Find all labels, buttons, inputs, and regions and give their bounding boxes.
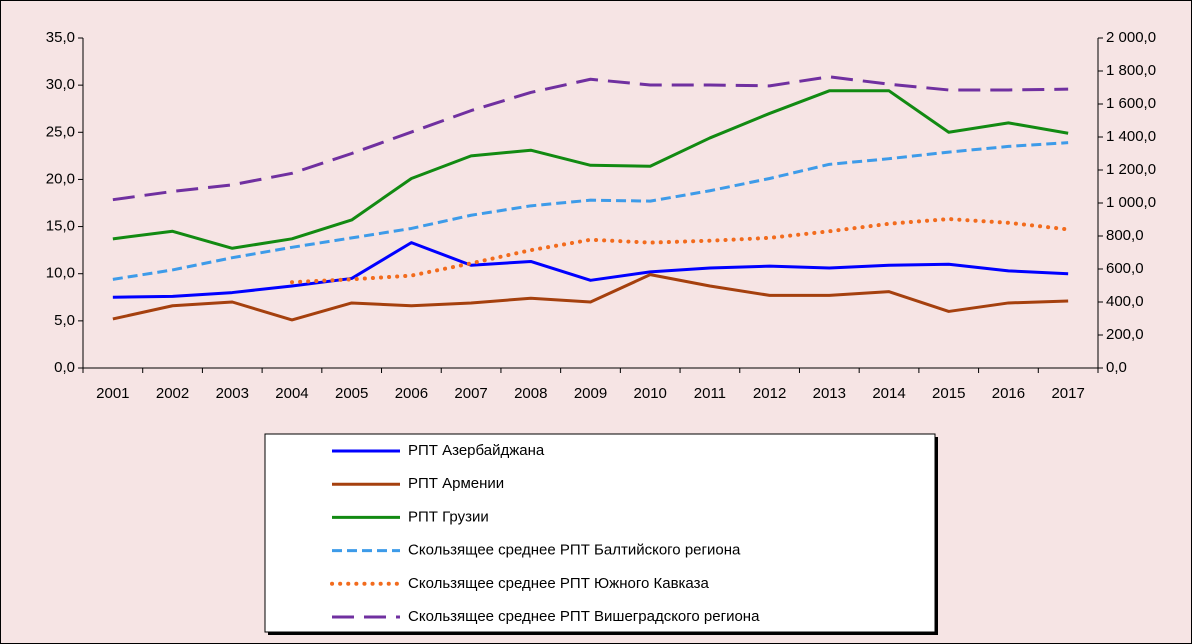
x-tick-label: 2015	[932, 385, 965, 402]
y2-tick-label: 600,0	[1106, 260, 1144, 277]
y-tick-label: 35,0	[46, 29, 75, 46]
legend-shadow	[268, 632, 938, 635]
y2-tick-label: 1 600,0	[1106, 95, 1156, 112]
y2-tick-label: 1 400,0	[1106, 128, 1156, 145]
x-tick-label: 2006	[395, 385, 428, 402]
x-tick-label: 2016	[992, 385, 1025, 402]
legend-label: РПТ Грузии	[408, 508, 489, 525]
y-tick-label: 25,0	[46, 123, 75, 140]
y2-tick-label: 200,0	[1106, 326, 1144, 343]
legend-box	[264, 433, 936, 633]
x-tick-label: 2014	[872, 385, 905, 402]
y2-tick-label: 1 800,0	[1106, 62, 1156, 79]
y-tick-label: 0,0	[54, 359, 75, 376]
series-line	[112, 273, 1069, 322]
legend-label: Скользящее среднее РПТ Балтийского регио…	[408, 542, 741, 559]
x-tick-label: 2004	[275, 385, 308, 402]
series-line	[112, 89, 1069, 250]
y-tick-label: 10,0	[46, 265, 75, 282]
x-tick-label: 2001	[96, 385, 129, 402]
x-tick-label: 2008	[514, 385, 547, 402]
x-tick-label: 2013	[813, 385, 846, 402]
y2-tick-label: 1 000,0	[1106, 194, 1156, 211]
y-tick-label: 20,0	[46, 170, 75, 187]
x-tick-label: 2011	[694, 385, 726, 402]
y2-tick-label: 0,0	[1106, 359, 1127, 376]
x-tick-label: 2010	[634, 385, 667, 402]
x-tick-label: 2003	[216, 385, 249, 402]
legend-label: Скользящее среднее РПТ Вишеградского рег…	[408, 608, 760, 625]
legend-label: РПТ Азербайджана	[408, 442, 545, 459]
x-tick-label: 2005	[335, 385, 368, 402]
y2-tick-label: 800,0	[1106, 227, 1144, 244]
legend-label: РПТ Армении	[408, 475, 504, 492]
y2-tick-label: 1 200,0	[1106, 161, 1156, 178]
x-tick-label: 2007	[454, 385, 487, 402]
series-line	[112, 241, 1069, 299]
y2-tick-label: 400,0	[1106, 293, 1144, 310]
legend-label: Скользящее среднее РПТ Южного Кавказа	[408, 575, 709, 592]
x-tick-label: 2012	[753, 385, 786, 402]
series-line	[112, 75, 1069, 202]
y2-tick-label: 2 000,0	[1106, 29, 1156, 46]
y-tick-label: 5,0	[54, 312, 75, 329]
series-line	[289, 217, 1071, 285]
legend-shadow	[935, 437, 938, 635]
x-tick-label: 2002	[156, 385, 189, 402]
series-line	[112, 141, 1069, 281]
x-tick-label: 2009	[574, 385, 607, 402]
y-tick-label: 30,0	[46, 76, 75, 93]
x-tick-label: 2017	[1051, 385, 1084, 402]
y-tick-label: 15,0	[46, 218, 75, 235]
